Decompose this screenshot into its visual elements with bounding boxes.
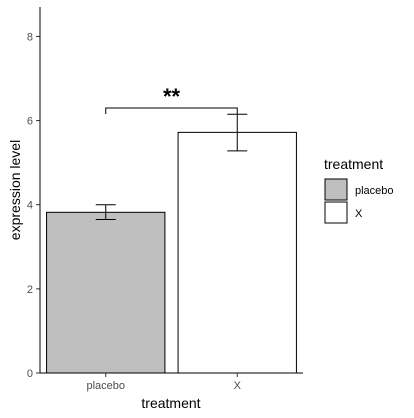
x-axis-title: treatment: [141, 395, 200, 411]
legend-label-x: X: [355, 208, 363, 220]
significance-annotation: **: [105, 84, 238, 114]
bars: [46, 131, 297, 374]
x-tick-label: placebo: [86, 380, 125, 392]
error-bar-placebo: [95, 204, 116, 220]
legend-label-placebo: placebo: [355, 185, 394, 197]
y-axis-ticks: 0 2 4 6 8: [27, 31, 40, 380]
y-tick-label: 6: [27, 116, 33, 128]
bar-x: [177, 131, 297, 374]
x-tick-label: X: [234, 380, 242, 392]
y-tick-label: 4: [27, 200, 33, 212]
error-bar-x: [227, 113, 248, 152]
x-axis-ticks: placebo X: [86, 373, 242, 392]
y-tick-label: 8: [27, 31, 33, 43]
y-axis-title: expression level: [7, 140, 23, 240]
legend: treatment placebo X: [324, 156, 394, 224]
error-bars: [95, 113, 248, 220]
legend-items: placebo X: [324, 178, 394, 224]
significance-stars: **: [163, 84, 181, 109]
legend-swatch-x: [324, 201, 348, 224]
y-tick-label: 0: [27, 368, 33, 380]
bar-placebo: [46, 211, 166, 374]
legend-title: treatment: [324, 156, 383, 172]
y-tick-label: 2: [27, 284, 33, 296]
legend-swatch-placebo: [324, 178, 348, 201]
significance-bracket: [105, 107, 238, 114]
